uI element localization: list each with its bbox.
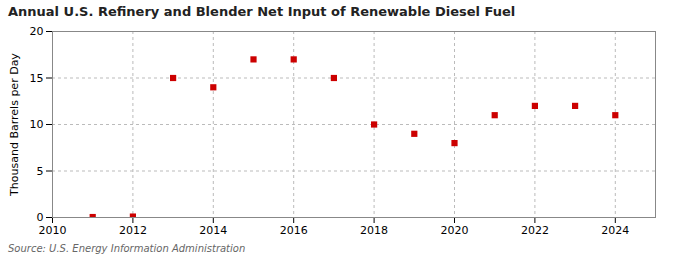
svg-text:2016: 2016 bbox=[280, 224, 308, 237]
svg-text:2012: 2012 bbox=[119, 224, 147, 237]
svg-text:2020: 2020 bbox=[441, 224, 469, 237]
svg-text:20: 20 bbox=[30, 25, 44, 38]
svg-text:Thousand Barrels per Day: Thousand Barrels per Day bbox=[8, 53, 21, 197]
svg-text:5: 5 bbox=[37, 165, 44, 178]
html-text:Annual U.S. Refinery and Blend: Annual U.S. Refinery and Blender Net Inp… bbox=[8, 4, 516, 19]
svg-text:2022: 2022 bbox=[521, 224, 549, 237]
svg-text:15: 15 bbox=[30, 72, 44, 85]
svg-text:0: 0 bbox=[37, 211, 44, 224]
svg-text:2024: 2024 bbox=[601, 224, 629, 237]
svg-text:2018: 2018 bbox=[360, 224, 388, 237]
html-text:Source: U.S. Energy Informatio: Source: U.S. Energy Information Administ… bbox=[8, 243, 246, 254]
svg-text:10: 10 bbox=[30, 118, 44, 131]
svg-text:2014: 2014 bbox=[199, 224, 227, 237]
svg-text:2010: 2010 bbox=[39, 224, 67, 237]
